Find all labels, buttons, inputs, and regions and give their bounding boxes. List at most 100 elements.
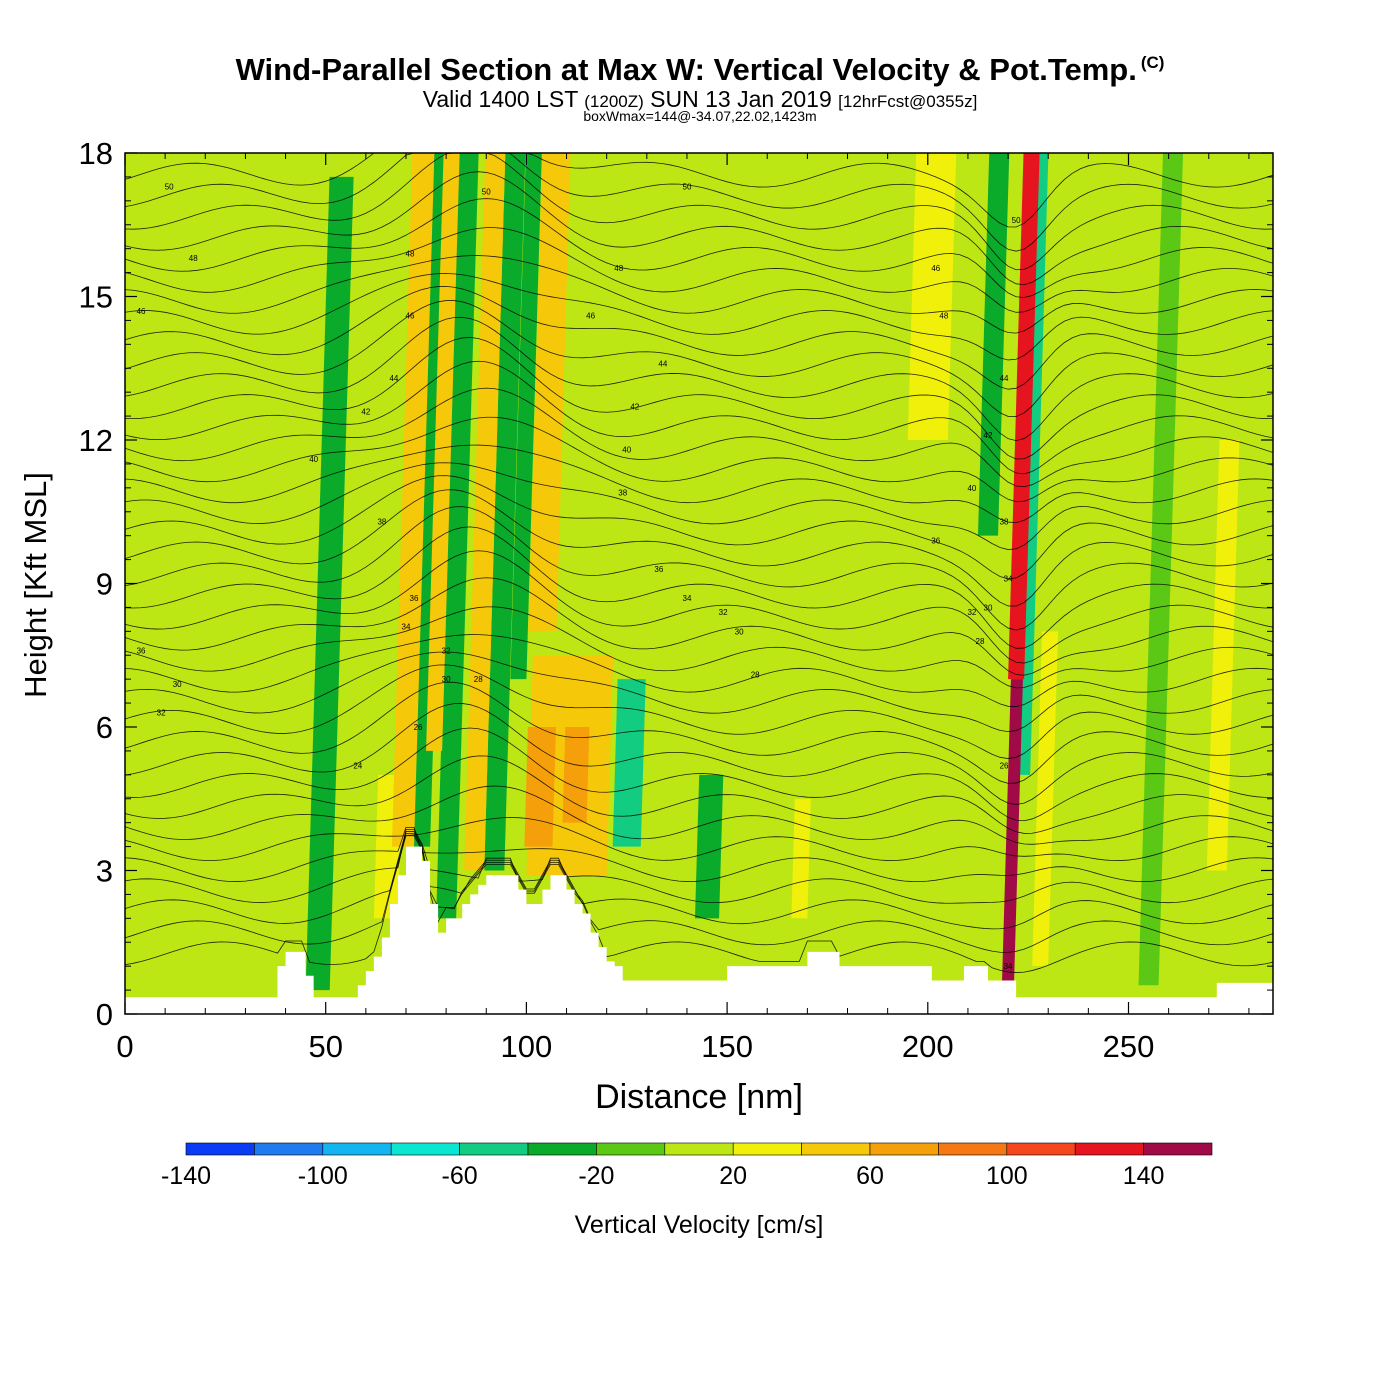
x-tick-label: 150 — [701, 1029, 753, 1064]
theta-contour-line — [125, 444, 1273, 524]
theta-contour-line — [125, 337, 1273, 460]
theta-contour-label: 36 — [654, 565, 663, 574]
theta-contours — [125, 153, 1273, 973]
velocity-feature — [562, 727, 590, 823]
theta-contour-line — [125, 316, 1273, 442]
theta-contour-line — [125, 826, 1273, 883]
theta-contour-label: 26 — [1000, 761, 1009, 770]
theta-contour-line — [125, 831, 1273, 930]
theta-contour-line — [125, 785, 1273, 845]
theta-contour-label: 44 — [658, 359, 667, 368]
y-tick-label: 6 — [96, 710, 113, 745]
velocity-feature — [907, 153, 957, 440]
chart-title: Wind-Parallel Section at Max W: Vertical… — [0, 52, 1400, 88]
theta-contour-line — [125, 416, 1273, 503]
theta-contour-line — [125, 387, 1273, 488]
theta-contour-line — [125, 153, 1273, 252]
theta-contour-line — [125, 153, 1273, 228]
velocity-feature — [510, 153, 542, 680]
theta-contour-labels: 50 48 46 48 46 44 42 40 38 36 34 32 30 28 26 24 36 30 32 50… — [137, 182, 1021, 971]
theta-contour-label: 36 — [931, 536, 940, 545]
colorbar-swatch — [1006, 1142, 1076, 1156]
theta-contour-label: 46 — [137, 307, 146, 316]
colorbar-tick-label: 20 — [719, 1162, 747, 1190]
y-tick-label: 12 — [79, 423, 113, 458]
colorbar-tick-label: 60 — [856, 1162, 884, 1190]
colorbar-swatch — [938, 1142, 1008, 1156]
theta-contour-line — [125, 606, 1273, 689]
theta-contour-label: 34 — [402, 623, 411, 632]
colorbar-swatch — [322, 1142, 392, 1156]
colorbar-swatch — [596, 1142, 666, 1156]
colorbar-tick-label: -60 — [442, 1162, 478, 1190]
velocity-feature — [977, 153, 1010, 536]
velocity-feature — [426, 153, 460, 751]
velocity-feature — [464, 153, 506, 871]
velocity-feature — [1032, 631, 1059, 967]
y-tick-label: 0 — [96, 997, 113, 1032]
x-tick-label: 200 — [902, 1029, 954, 1064]
subtitle-date: SUN 13 Jan 2019 — [650, 86, 832, 112]
theta-contour-label: 40 — [622, 446, 631, 455]
colorbar-swatch — [732, 1142, 802, 1156]
colorbar-swatch — [527, 1142, 597, 1156]
theta-contour-label: 32 — [719, 608, 728, 617]
colorbar-tick-label: -20 — [578, 1162, 614, 1190]
theta-contour-label: 28 — [751, 670, 760, 679]
colorbar-swatch — [459, 1142, 529, 1156]
theta-contour-label: 48 — [614, 264, 623, 273]
theta-contour-label: 40 — [309, 455, 318, 464]
velocity-feature — [1008, 153, 1040, 680]
colorbar-swatch — [1074, 1142, 1144, 1156]
subtitle-forecast-info: [12hrFcst@0355z] — [838, 92, 978, 111]
theta-contour-line — [125, 273, 1273, 361]
colorbar-label: Vertical Velocity [cm/s] — [575, 1211, 824, 1239]
velocity-feature — [528, 153, 571, 632]
theta-contour-label: 30 — [173, 680, 182, 689]
theta-contour-label: 48 — [406, 249, 415, 258]
theta-contour-label: 50 — [683, 182, 692, 191]
colorbar-swatch — [801, 1142, 871, 1156]
theta-contour-line — [125, 817, 1273, 861]
theta-contour-line — [125, 829, 1273, 904]
theta-contour-line — [125, 286, 1273, 390]
theta-contour-label: 30 — [984, 603, 993, 612]
colorbar-swatch — [185, 1142, 255, 1156]
theta-contour-label: 42 — [984, 431, 993, 440]
box-wmax-info: boxWmax=144@-34.07,22.02,1423m — [583, 108, 817, 124]
y-tick-label: 3 — [96, 854, 113, 889]
theta-contour-label: 46 — [406, 312, 415, 321]
theta-contour-label: 50 — [165, 182, 174, 191]
y-axis-label: Height [Kft MSL] — [18, 472, 53, 698]
theta-contour-line — [125, 462, 1273, 550]
velocity-feature — [436, 153, 479, 919]
x-tick-label: 0 — [116, 1029, 133, 1064]
theta-contour-label: 44 — [1000, 374, 1009, 383]
y-tick-label: 9 — [96, 567, 113, 602]
theta-contour-label: 50 — [1012, 216, 1021, 225]
theta-contour-line — [125, 835, 1273, 973]
theta-contour-label: 38 — [618, 489, 627, 498]
velocity-feature — [612, 679, 646, 847]
theta-contour-label: 38 — [377, 517, 386, 526]
theta-contour-line — [125, 360, 1273, 475]
theta-contour-line — [125, 255, 1273, 334]
theta-contour-label: 42 — [630, 403, 639, 412]
theta-contour-label: 36 — [410, 594, 419, 603]
theta-contour-label: 32 — [967, 608, 976, 617]
theta-contour-line — [125, 651, 1273, 733]
theta-contour-line — [125, 577, 1273, 676]
terrain-profile — [125, 846, 1273, 1014]
theta-contour-label: 34 — [1004, 962, 1013, 971]
theta-contour-label: 30 — [735, 627, 744, 636]
theta-contour-line — [125, 550, 1273, 664]
theta-contour-label: 46 — [931, 264, 940, 273]
subtitle-utc-time: (1200Z) — [584, 92, 644, 111]
velocity-feature — [1138, 153, 1184, 986]
theta-contour-label: 26 — [414, 723, 423, 732]
x-axis-label: Distance [nm] — [595, 1078, 803, 1116]
velocity-feature — [1206, 440, 1240, 871]
theta-contour-line — [125, 227, 1273, 313]
theta-contour-line — [125, 681, 1273, 784]
